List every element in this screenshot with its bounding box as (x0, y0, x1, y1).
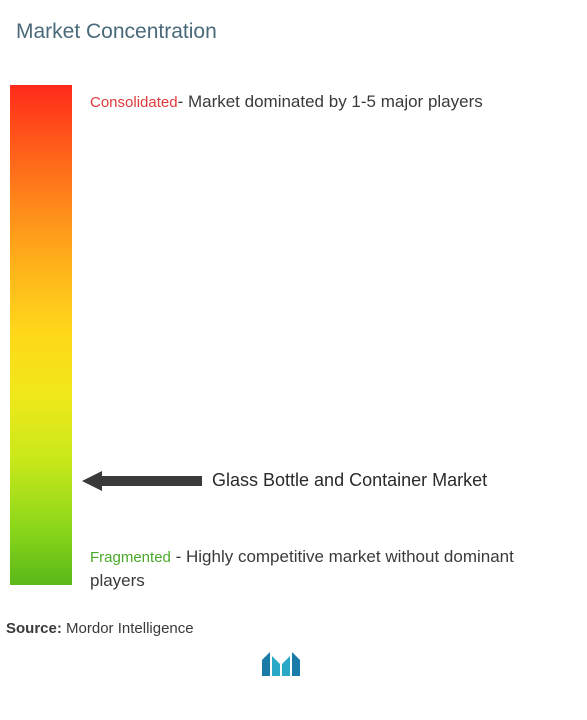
arrow-left-icon (82, 471, 202, 491)
consolidated-label-row: Consolidated- Market dominated by 1-5 ma… (90, 90, 567, 114)
source-key: Source: (6, 620, 62, 637)
source-row: Source: Mordor Intelligence (6, 620, 194, 637)
fragmented-key: Fragmented (90, 549, 171, 566)
page-title: Market Concentration (16, 20, 217, 44)
source-value: Mordor Intelligence (66, 620, 194, 637)
fragmented-label-row: Fragmented - Highly competitive market w… (90, 545, 567, 593)
market-marker-label: Glass Bottle and Container Market (212, 470, 487, 491)
market-marker-row: Glass Bottle and Container Market (82, 470, 487, 491)
mordor-logo-icon (260, 650, 300, 678)
consolidated-key: Consolidated (90, 94, 178, 111)
concentration-gradient-bar (10, 85, 72, 585)
consolidated-desc: - Market dominated by 1-5 major players (178, 92, 483, 111)
